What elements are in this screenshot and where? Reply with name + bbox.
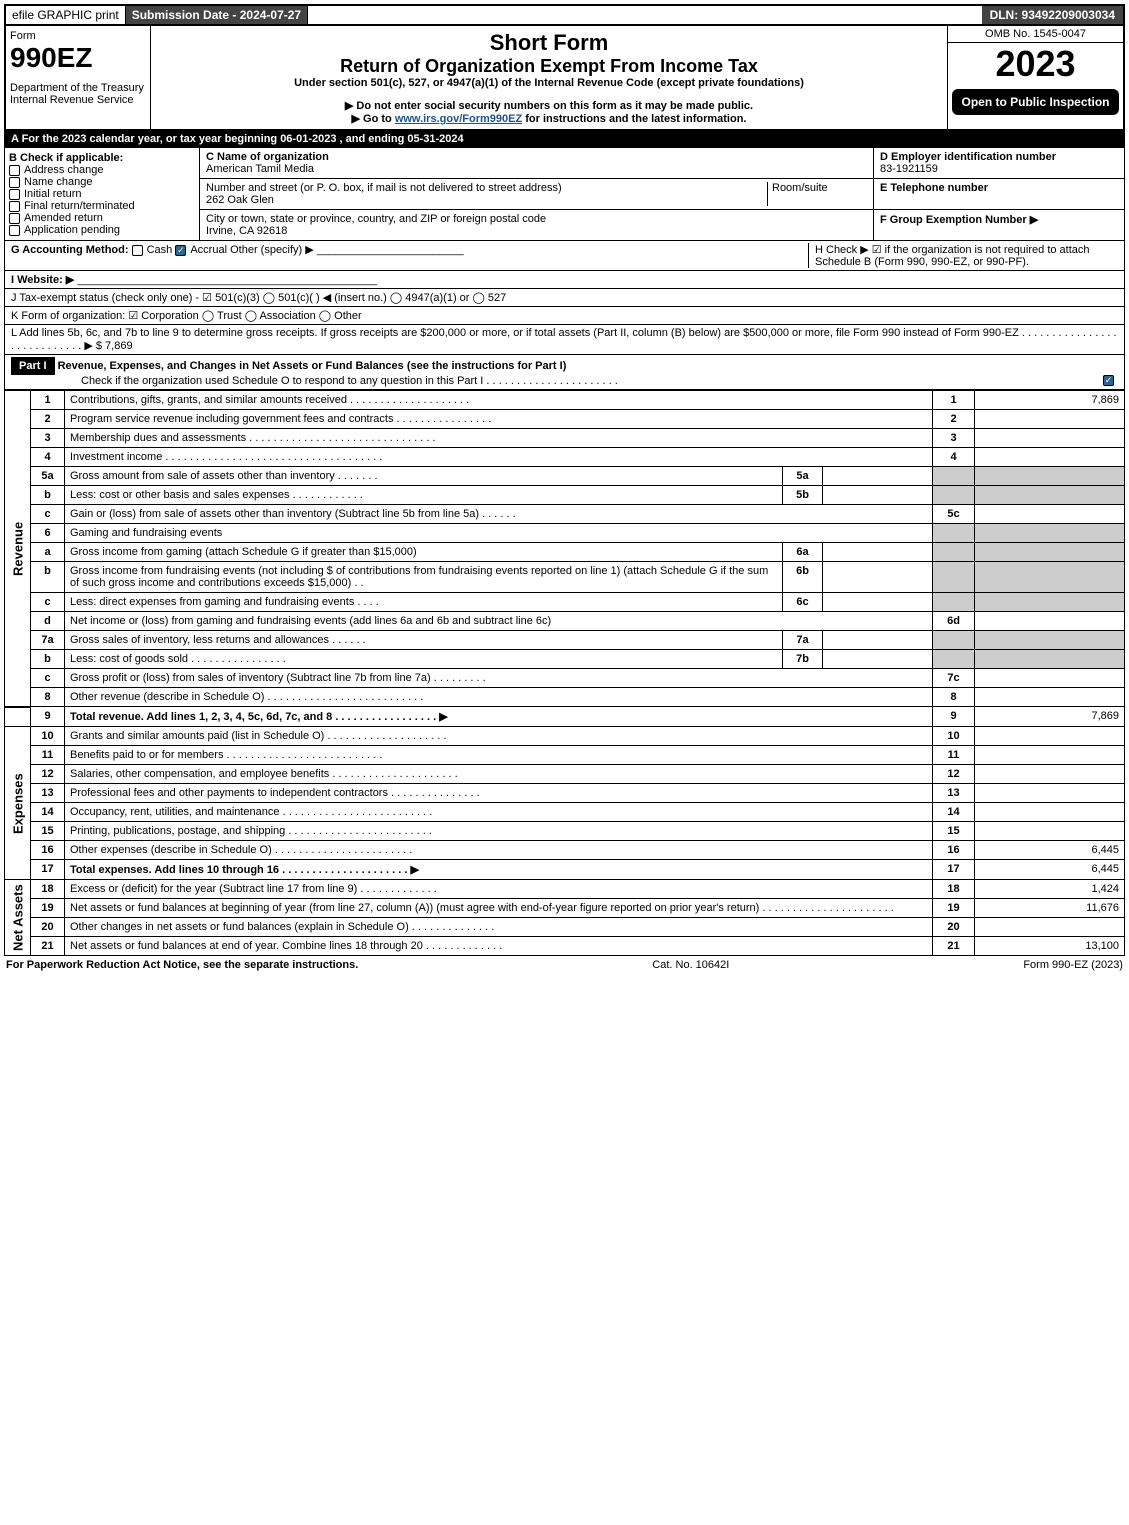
org-name: American Tamil Media (206, 163, 314, 175)
note-ssn: ▶ Do not enter social security numbers o… (155, 99, 943, 112)
line-j: J Tax-exempt status (check only one) - ☑… (4, 289, 1125, 307)
line-gh: G Accounting Method: Cash ✓ Accrual Other… (4, 241, 1125, 271)
section-bc: B Check if applicable: Address change Na… (4, 148, 1125, 241)
tax-year: 2023 (948, 43, 1123, 85)
footer-right: Form 990-EZ (2023) (1023, 959, 1123, 971)
l1-a: 7,869 (975, 391, 1125, 410)
g-line: ________________________ (317, 244, 464, 256)
section-expenses: Expenses (5, 727, 31, 880)
dept-label: Department of the Treasury Internal Reve… (10, 82, 146, 106)
chk-final[interactable] (9, 201, 20, 212)
irs-link[interactable]: www.irs.gov/Form990EZ (395, 113, 522, 125)
line-l: L Add lines 5b, 6c, and 7b to line 9 to … (4, 325, 1125, 355)
e-label: E Telephone number (880, 182, 988, 194)
h-text: H Check ▶ ☑ if the organization is not r… (808, 243, 1118, 268)
opt-final: Final return/terminated (24, 200, 135, 212)
part1-label: Part I (11, 357, 55, 375)
page-footer: For Paperwork Reduction Act Notice, see … (4, 956, 1125, 974)
l-amt: 7,869 (105, 340, 133, 352)
chk-address[interactable] (9, 165, 20, 176)
g-cash: Cash (147, 244, 173, 256)
section-revenue: Revenue (5, 391, 31, 707)
part1-check-note: Check if the organization used Schedule … (81, 375, 618, 387)
chk-accrual[interactable]: ✓ (175, 245, 186, 256)
l1-n: 1 (31, 391, 65, 410)
l1-r: 1 (933, 391, 975, 410)
part1-title: Revenue, Expenses, and Changes in Net As… (58, 360, 567, 372)
title-return: Return of Organization Exempt From Incom… (155, 56, 943, 77)
g-accrual: Accrual (190, 244, 227, 256)
l1-d: Contributions, gifts, grants, and simila… (65, 391, 933, 410)
footer-mid: Cat. No. 10642I (652, 959, 729, 971)
col-b: B Check if applicable: Address change Na… (5, 148, 200, 240)
efile-label: efile GRAPHIC print (6, 6, 126, 24)
col-def: D Employer identification number 83-1921… (874, 148, 1124, 240)
note-goto: ▶ Go to www.irs.gov/Form990EZ for instru… (155, 112, 943, 125)
part1-header: Part I Revenue, Expenses, and Changes in… (4, 355, 1125, 390)
col-c: C Name of organization American Tamil Me… (200, 148, 874, 240)
omb: OMB No. 1545-0047 (948, 26, 1123, 43)
chk-initial[interactable] (9, 189, 20, 200)
ein: 83-1921159 (880, 163, 938, 175)
org-street: 262 Oak Glen (206, 194, 274, 206)
dln: DLN: 93492209003034 (982, 6, 1123, 24)
form-header: Form 990EZ Department of the Treasury In… (4, 24, 1125, 131)
opt-name: Name change (24, 176, 93, 188)
form-number: 990EZ (10, 42, 93, 73)
chk-name[interactable] (9, 177, 20, 188)
d-label: D Employer identification number (880, 151, 1056, 163)
title-short-form: Short Form (155, 30, 943, 56)
opt-pending: Application pending (24, 224, 120, 236)
line-i: I Website: ▶ ___________________________… (4, 271, 1125, 289)
l-text: L Add lines 5b, 6c, and 7b to line 9 to … (11, 327, 1117, 352)
open-inspection: Open to Public Inspection (952, 89, 1119, 115)
form-label: Form (10, 30, 36, 42)
top-bar: efile GRAPHIC print Submission Date - 20… (4, 4, 1125, 24)
chk-part1-o[interactable]: ✓ (1103, 375, 1114, 386)
line-k: K Form of organization: ☑ Corporation ◯ … (4, 307, 1125, 325)
subtitle: Under section 501(c), 527, or 4947(a)(1)… (155, 77, 943, 89)
chk-pending[interactable] (9, 225, 20, 236)
f-label: F Group Exemption Number ▶ (880, 214, 1038, 226)
footer-left: For Paperwork Reduction Act Notice, see … (6, 959, 358, 971)
g-label: G Accounting Method: (11, 244, 129, 256)
c-city-label: City or town, state or province, country… (206, 213, 546, 225)
g-other: Other (specify) ▶ (230, 244, 314, 256)
opt-address: Address change (24, 164, 104, 176)
c-name-label: C Name of organization (206, 151, 329, 163)
b-title: B Check if applicable: (9, 152, 123, 164)
org-city: Irvine, CA 92618 (206, 225, 287, 237)
lines-table: Revenue 1 Contributions, gifts, grants, … (4, 390, 1125, 956)
c-addr-label: Number and street (or P. O. box, if mail… (206, 182, 562, 194)
submission-date: Submission Date - 2024-07-27 (126, 6, 308, 24)
chk-cash[interactable] (132, 245, 143, 256)
room-label: Room/suite (767, 182, 867, 206)
section-netassets: Net Assets (5, 880, 31, 956)
opt-amended: Amended return (24, 212, 103, 224)
chk-amended[interactable] (9, 213, 20, 224)
opt-initial: Initial return (24, 188, 81, 200)
line-a: A For the 2023 calendar year, or tax yea… (4, 131, 1125, 148)
